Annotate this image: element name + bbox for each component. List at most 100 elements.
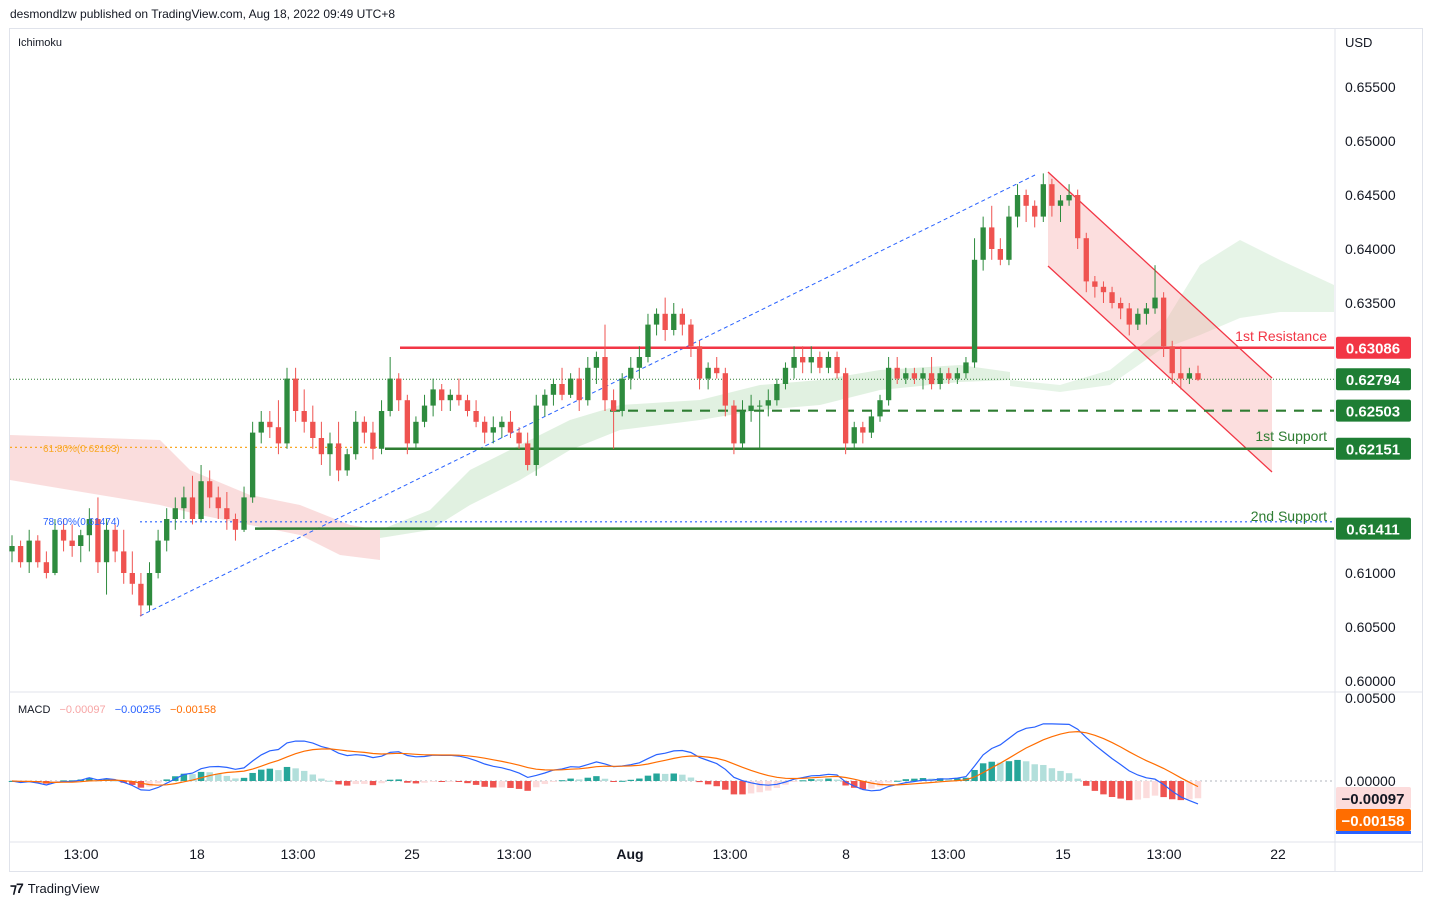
candle-body — [954, 373, 961, 379]
macd-histogram-bar — [696, 781, 703, 783]
macd-histogram-bar — [627, 779, 635, 781]
candle-body — [1152, 297, 1158, 309]
resistance-badge-bg — [1336, 336, 1411, 359]
macd-histogram-bar — [644, 775, 652, 781]
macd-histogram-bar — [223, 775, 231, 781]
macd-histogram-bar — [851, 781, 858, 788]
candle-body — [645, 324, 651, 357]
macd-histogram-bar — [936, 778, 944, 781]
footer-brand[interactable]: TradingView — [27, 881, 100, 896]
candle-body — [842, 373, 849, 444]
macd-histogram-bar — [1083, 781, 1090, 786]
resistance-badge: 0.63086 — [1346, 341, 1400, 358]
candle-body — [894, 367, 900, 379]
candle-body — [69, 540, 75, 546]
macd-histogram-bar — [189, 774, 196, 781]
macd-histogram-bar — [765, 781, 772, 791]
candle-body — [980, 227, 986, 260]
macd-histogram-bar — [524, 781, 531, 791]
candle-body — [567, 378, 574, 395]
candle-body — [1135, 313, 1141, 325]
candle-body — [989, 227, 995, 249]
macd-signal-value: −0.00158 — [170, 704, 216, 716]
macd-histogram-bar — [464, 781, 471, 784]
candle-body — [1075, 195, 1081, 239]
candle-body — [559, 384, 565, 395]
macd-histogram-bar — [507, 781, 514, 788]
candle-body — [688, 324, 694, 347]
macd-histogram-bar — [1074, 778, 1081, 781]
macd-histogram-bar — [808, 779, 815, 781]
macd-histogram-bar — [1168, 781, 1176, 800]
macd-histogram-bar — [1031, 764, 1038, 781]
candle-body — [928, 373, 935, 384]
candle-body — [765, 400, 771, 406]
candle-body — [791, 357, 797, 368]
macd-histogram-bar — [266, 768, 274, 781]
macd-histogram-bar — [352, 781, 359, 785]
macd-hist-badge-bg — [1336, 787, 1411, 809]
candle-body — [189, 497, 196, 519]
candle-body — [628, 367, 634, 379]
macd-histogram-bar — [885, 781, 892, 783]
channel-lower-line — [1047, 265, 1273, 473]
fib-786-label: 78.60%(0.61474) — [43, 517, 120, 528]
candle-body — [911, 373, 918, 379]
macd-histogram-bar — [498, 781, 506, 788]
macd-histogram-bar — [1194, 781, 1202, 799]
candle-body — [421, 405, 428, 422]
candle-body — [95, 519, 101, 563]
support1-label: 1st Support — [1255, 428, 1327, 444]
macd-histogram-bar — [567, 778, 574, 781]
macd-histogram-bar — [412, 781, 420, 784]
time-tick-label: 15 — [1055, 846, 1071, 862]
macd-histogram-bar — [481, 781, 488, 787]
macd-histogram-bar — [111, 780, 119, 782]
tradingview-logo-icon[interactable]: ⁊7 — [10, 880, 24, 896]
candle-body — [138, 583, 144, 606]
time-axis: 13:00 18 13:00 25 13:00 Aug 13:00 8 13:00 15 13:00… — [63, 846, 1286, 862]
candle-body — [310, 421, 316, 438]
macd-histogram-bar — [661, 773, 669, 781]
candle-body — [404, 400, 410, 444]
macd-signal-badge-bg — [1336, 809, 1411, 831]
macd-histogram-bar — [971, 769, 978, 781]
macd-histogram-bar — [782, 781, 789, 785]
macd-histogram-bar — [86, 777, 93, 781]
macd-histogram-bar — [154, 781, 162, 784]
support1-badge: 0.62151 — [1346, 442, 1400, 459]
macd-histogram-bar — [1177, 781, 1185, 801]
time-tick-label: 13:00 — [1146, 846, 1181, 862]
macd-histogram-bar — [842, 781, 849, 786]
candle-body — [146, 573, 153, 606]
macd-histogram-bar — [1160, 781, 1167, 798]
price-tick-label: 0.61000 — [1345, 565, 1396, 581]
candle-body — [103, 529, 110, 563]
candle-body — [619, 378, 625, 411]
candle-body — [731, 405, 737, 444]
macd-histogram-bar — [713, 781, 720, 787]
candle-body — [662, 313, 668, 330]
candle-body — [1143, 308, 1150, 314]
candle-body — [808, 357, 814, 363]
candle-body — [774, 384, 780, 401]
ichimoku-label[interactable]: Ichimoku — [18, 37, 62, 49]
candle-body — [473, 411, 479, 422]
macd-label[interactable]: MACD −0.00097 −0.00255 −0.00158 — [18, 704, 216, 716]
candle-body — [464, 400, 471, 411]
candle-body — [499, 421, 505, 428]
descending-channel — [1047, 171, 1273, 473]
candle-body — [396, 378, 402, 401]
macd-histogram-bar — [395, 779, 402, 781]
candle-body — [26, 540, 32, 563]
candle-body — [679, 313, 686, 325]
candle-body — [1066, 195, 1072, 201]
candle-body — [1032, 205, 1038, 217]
candle-body — [1006, 216, 1012, 260]
candle-body — [155, 540, 161, 573]
macd-tick-label: 0.00000 — [1345, 773, 1396, 789]
macd-histogram-bar — [868, 781, 875, 789]
candle-body — [997, 249, 1003, 260]
macd-line — [11, 723, 1199, 805]
